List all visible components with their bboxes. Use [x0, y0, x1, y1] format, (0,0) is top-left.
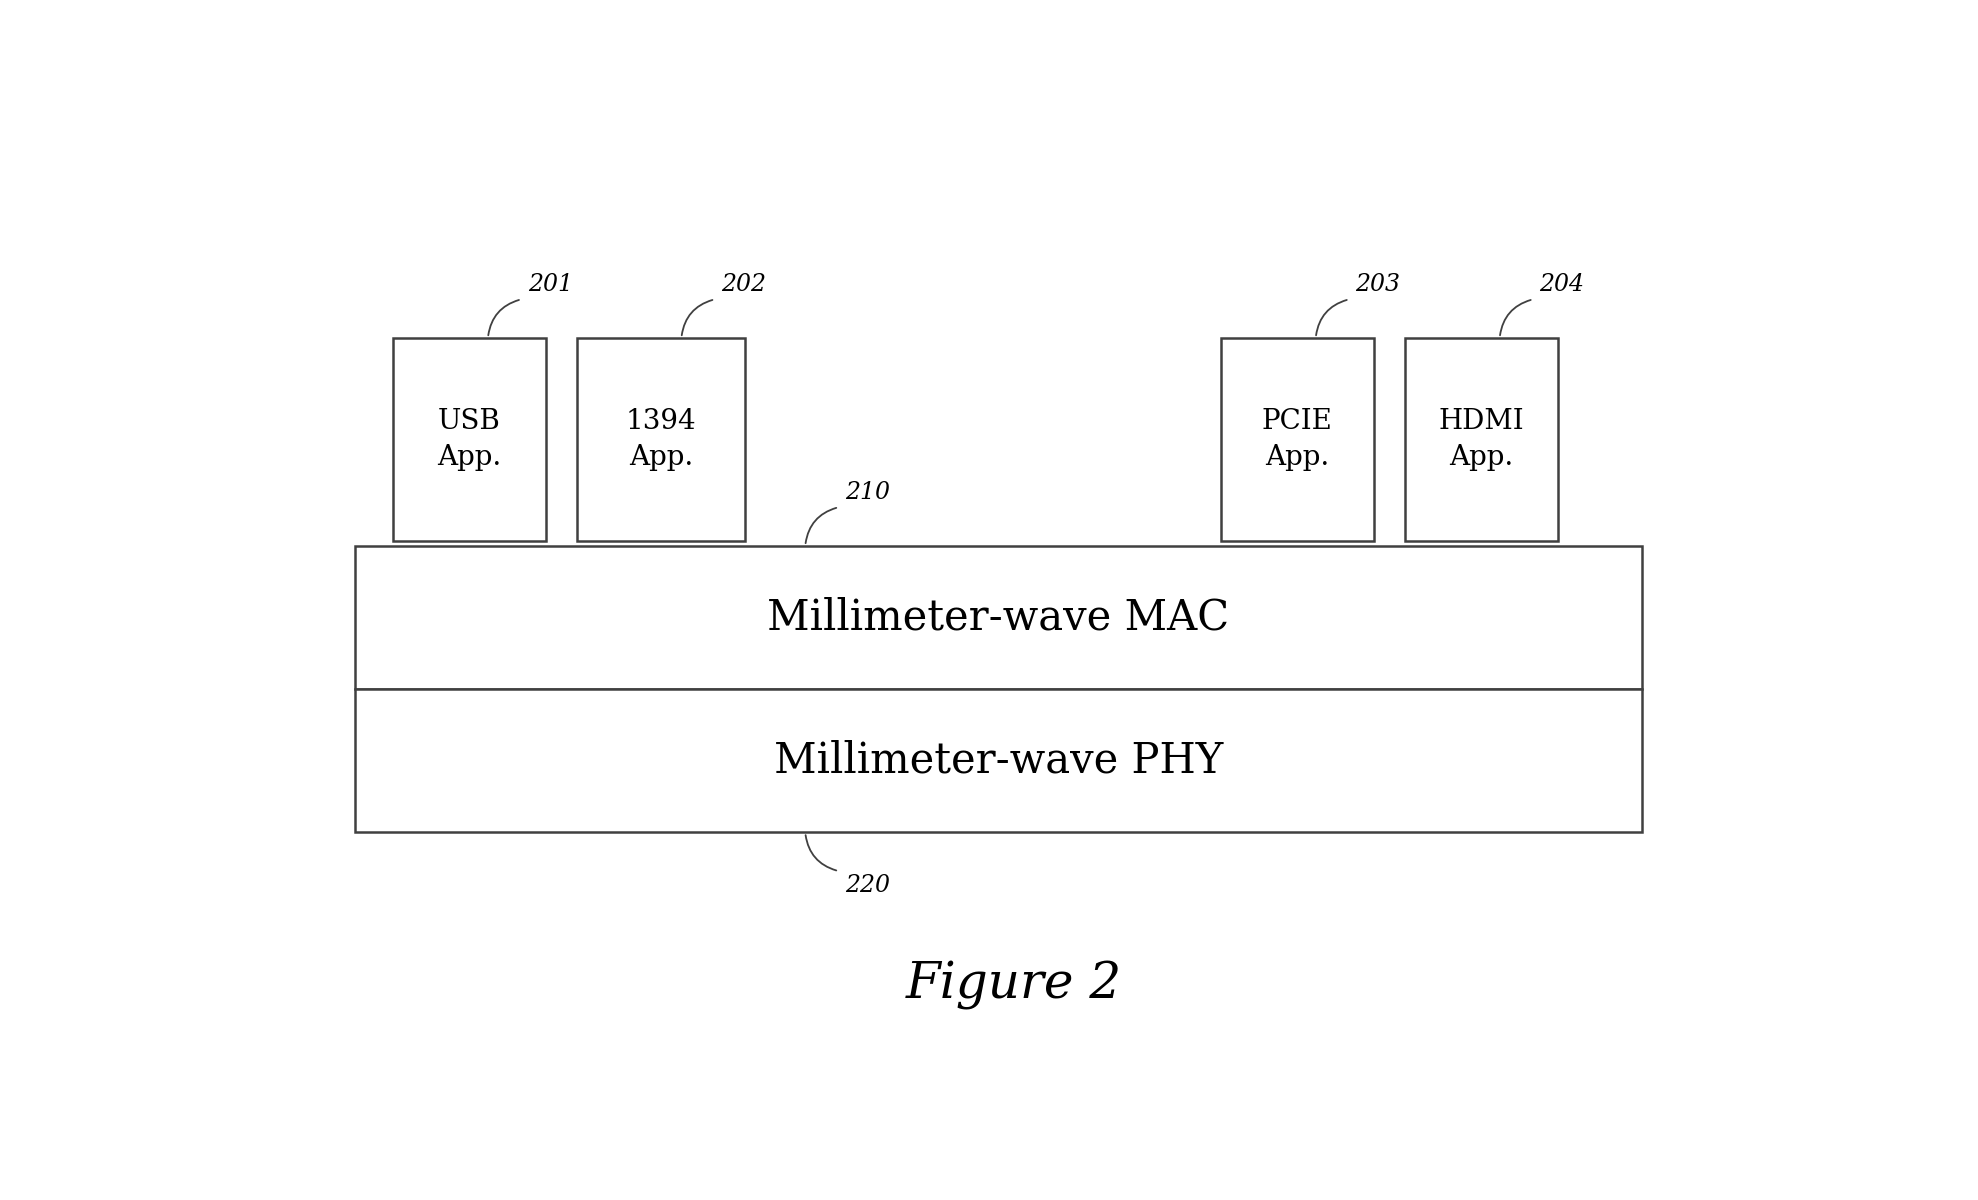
Text: 220: 220: [845, 874, 890, 896]
Text: 1394
App.: 1394 App.: [625, 408, 696, 470]
Text: 210: 210: [845, 481, 890, 504]
Text: Millimeter-wave MAC: Millimeter-wave MAC: [767, 596, 1230, 638]
Bar: [1220, 338, 1375, 541]
Text: 202: 202: [722, 274, 765, 296]
Text: PCIE
App.: PCIE App.: [1262, 408, 1333, 470]
Bar: [354, 546, 1642, 689]
Text: 203: 203: [1355, 274, 1400, 296]
Text: Millimeter-wave PHY: Millimeter-wave PHY: [773, 739, 1222, 781]
Text: USB
App.: USB App.: [437, 408, 502, 470]
Bar: [354, 689, 1642, 833]
Text: HDMI
App.: HDMI App.: [1438, 408, 1525, 470]
Text: Figure 2: Figure 2: [906, 960, 1122, 1009]
Bar: [1404, 338, 1559, 541]
Text: 201: 201: [528, 274, 574, 296]
Bar: [394, 338, 546, 541]
Text: 204: 204: [1539, 274, 1584, 296]
Bar: [578, 338, 746, 541]
